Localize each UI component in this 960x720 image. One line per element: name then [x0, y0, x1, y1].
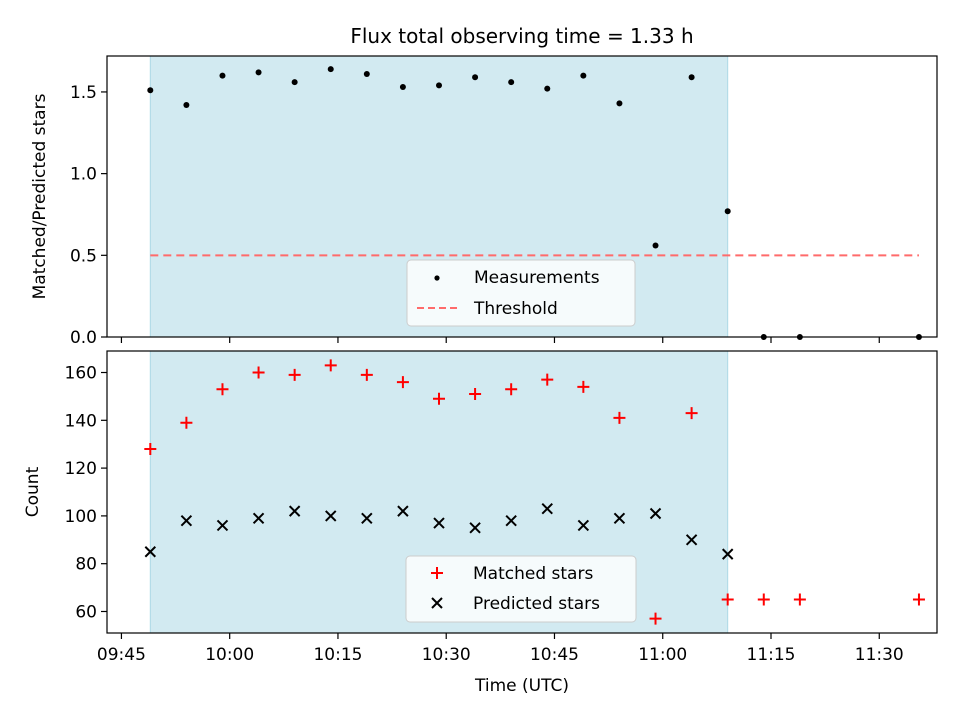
matched-stars-point: [469, 388, 482, 401]
time-xtick-label: 10:15: [313, 645, 362, 665]
matched-stars-point: [577, 380, 590, 393]
flux-ratio-ytick-label: 0.0: [70, 328, 97, 348]
matched-stars-point: [396, 376, 409, 389]
legend-box: [406, 259, 636, 327]
measurement-point: [147, 87, 154, 94]
time-xtick-label: 11:00: [638, 645, 687, 665]
predicted-stars-point: [397, 505, 409, 517]
measurement-point: [219, 72, 226, 79]
measurement-point: [724, 208, 731, 215]
measurement-point: [508, 79, 515, 86]
measurement-point: [436, 82, 442, 89]
legend-label-threshold: Threshold: [473, 299, 558, 319]
matched-stars-point: [216, 383, 229, 396]
matched-stars-point: [252, 366, 265, 379]
flux-ratio-panel: 0.0 0.5 1.0 1.5 Matched/Predicted stars Mea…: [30, 55, 938, 348]
predicted-stars-point: [325, 510, 337, 522]
matched-stars-point: [613, 411, 626, 424]
legend-label-predicted-stars: Predicted stars: [473, 594, 600, 614]
legend-label-matched-stars: Matched stars: [473, 564, 593, 584]
star-count-axes-frame: [106, 350, 938, 634]
matched-stars-point: [793, 593, 806, 606]
predicted-stars-point: [577, 519, 590, 532]
star-count-ytick-label: 100: [65, 507, 97, 527]
matched-stars-legend-marker: [431, 567, 443, 579]
predicted-stars-point: [252, 512, 265, 524]
measurements-legend-marker: [434, 275, 440, 281]
flux-ratio-legend: Measurements Threshold: [406, 259, 636, 327]
measurement-point: [472, 74, 479, 81]
time-xlabel: Time (UTC): [474, 676, 569, 696]
predicted-stars-point: [144, 546, 157, 558]
matched-stars-point: [324, 359, 337, 372]
measurement-point: [580, 72, 587, 79]
matched-stars-point: [721, 593, 734, 606]
measurement-point: [183, 102, 190, 109]
time-xtick-label: 11:15: [747, 645, 796, 665]
star-count-ytick-label: 140: [65, 411, 97, 431]
measurement-point: [327, 66, 334, 73]
time-xtick-label: 10:45: [530, 645, 579, 665]
time-xtick-label: 10:00: [205, 645, 254, 665]
star-count-panel: 60 80 100 120 140 160 09:45 10:00 10:15 10:30 10:…: [23, 350, 938, 696]
measurement-point: [255, 69, 262, 76]
predicted-stars-legend-marker: [431, 597, 443, 609]
predicted-stars-point: [721, 548, 734, 560]
measurement-point: [291, 79, 298, 86]
matched-stars-point: [685, 407, 698, 420]
predicted-stars-point: [433, 517, 445, 529]
measurement-point: [399, 84, 406, 91]
matched-stars-point: [433, 392, 445, 405]
legend-label-measurements: Measurements: [474, 268, 600, 288]
star-count-ytick-label: 60: [75, 602, 97, 622]
time-xtick-label: 11:30: [855, 645, 904, 665]
predicted-stars-point: [180, 514, 193, 527]
measurement-point: [652, 242, 659, 249]
predicted-stars-point: [649, 507, 662, 520]
flux-ratio-ytick-label: 1.0: [70, 165, 97, 185]
matched-stars-point: [360, 368, 373, 381]
matched-stars-point: [912, 593, 925, 606]
predicted-stars-point: [505, 514, 517, 527]
star-count-legend: Matched stars Predicted stars: [405, 555, 637, 623]
time-xtick-label: 09:45: [97, 645, 146, 665]
predicted-stars-point: [288, 505, 301, 517]
chart-title: Flux total observing time = 1.33 h: [350, 24, 693, 48]
matched-stars-point: [505, 383, 518, 396]
matched-stars-point: [180, 416, 193, 429]
star-count-ytick-label: 160: [65, 364, 97, 384]
predicted-stars-point: [613, 512, 626, 524]
star-count-ytick-label: 80: [75, 555, 97, 575]
star-count-ytick-label: 120: [65, 459, 97, 479]
flux-ratio-ytick-label: 0.5: [70, 246, 97, 266]
predicted-stars-point: [216, 519, 229, 532]
measurement-point: [544, 85, 551, 92]
flux-ratio-ylabel: Matched/Predicted stars: [30, 93, 50, 299]
measurement-point: [616, 100, 623, 107]
measurement-point: [688, 74, 695, 81]
measurement-point: [363, 70, 370, 77]
matched-stars-point: [649, 612, 662, 625]
matched-stars-point: [144, 442, 157, 455]
flux-ratio-axes-frame: [106, 55, 938, 338]
legend-box: [405, 555, 637, 623]
star-count-ylabel: Count: [23, 466, 43, 517]
matched-stars-point: [541, 373, 554, 386]
time-xtick-label: 10:30: [422, 645, 471, 665]
predicted-stars-point: [469, 522, 481, 534]
matched-stars-point: [288, 368, 301, 381]
matched-stars-point: [757, 593, 770, 606]
predicted-stars-point: [361, 512, 373, 524]
flux-ratio-ytick-label: 1.5: [70, 83, 97, 103]
predicted-stars-point: [685, 534, 698, 546]
predicted-stars-point: [541, 503, 553, 515]
